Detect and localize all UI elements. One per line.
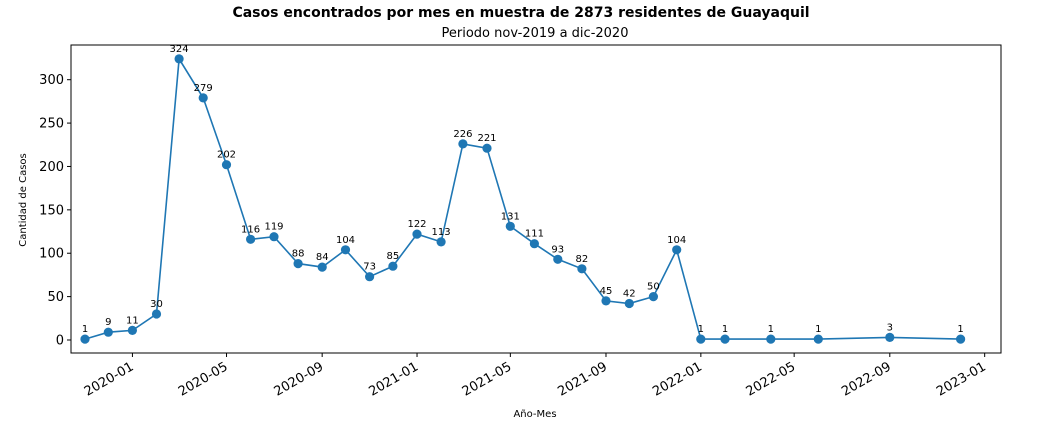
data-label: 30 [150, 299, 163, 310]
x-tick-label: 2022-01 [650, 359, 705, 399]
chart-subtitle: Periodo nov-2019 a dic-2020 [442, 26, 629, 41]
data-label: 122 [407, 219, 426, 230]
data-point [221, 160, 232, 170]
data-point [388, 261, 398, 271]
data-point [648, 292, 659, 302]
data-label: 116 [241, 224, 260, 235]
data-label: 93 [551, 244, 564, 255]
data-point [198, 93, 208, 103]
data-point [813, 334, 823, 344]
data-point [365, 272, 375, 282]
data-point [127, 325, 137, 335]
x-tick-label: 2021-09 [555, 359, 610, 399]
data-point [885, 332, 895, 342]
y-tick-label: 200 [39, 160, 64, 175]
data-label: 104 [667, 235, 686, 246]
x-tick-label: 2020-05 [176, 359, 231, 399]
data-point [696, 334, 706, 344]
data-label: 1 [957, 324, 963, 335]
data-label: 73 [363, 262, 376, 273]
data-point [174, 54, 184, 64]
data-point [505, 221, 515, 231]
data-label: 45 [600, 286, 613, 297]
data-point [317, 262, 327, 272]
data-point [482, 143, 492, 153]
data-point [293, 259, 303, 269]
data-point [624, 298, 634, 309]
data-point [529, 239, 540, 249]
data-label: 1 [768, 324, 774, 335]
data-label: 202 [217, 150, 236, 161]
x-tick-label: 2020-09 [272, 359, 327, 399]
data-label: 1 [82, 324, 88, 335]
x-tick-label: 2021-05 [460, 359, 515, 399]
data-point [672, 245, 682, 255]
data-point [340, 245, 351, 255]
data-point [412, 229, 422, 239]
data-label: 324 [170, 44, 189, 55]
data-point [80, 334, 90, 344]
y-tick-label: 50 [47, 290, 64, 305]
data-point [553, 254, 563, 264]
data-label: 119 [264, 222, 283, 233]
data-label: 113 [432, 227, 451, 238]
x-tick-label: 2020-01 [82, 359, 137, 399]
data-label: 279 [194, 83, 213, 94]
data-label: 85 [387, 251, 400, 262]
x-axis: 2020-01 2020-05 2020-09 2021-01 2021-05 2021-… [82, 353, 989, 400]
data-label: 50 [647, 282, 660, 293]
data-point [151, 309, 162, 319]
data-label: 221 [477, 133, 496, 144]
x-tick-label: 2022-05 [744, 359, 799, 399]
series-group [80, 54, 966, 344]
y-tick-label: 250 [39, 117, 64, 132]
y-axis-label: Cantidad de Casos [18, 153, 29, 246]
data-point [269, 232, 279, 242]
data-label: 9 [105, 317, 111, 328]
data-label: 1 [722, 324, 728, 335]
data-label: 84 [316, 252, 329, 263]
y-tick-label: 0 [56, 333, 64, 348]
data-label: 104 [336, 235, 355, 246]
data-point [458, 139, 468, 149]
x-tick-label: 2022-09 [839, 359, 894, 399]
y-tick-label: 300 [39, 73, 64, 88]
data-label: 226 [453, 129, 472, 140]
data-point [601, 296, 611, 306]
data-label: 131 [501, 211, 520, 222]
data-point [577, 264, 587, 274]
data-point [956, 334, 966, 344]
data-point [246, 234, 256, 244]
data-label: 11 [126, 315, 139, 326]
data-label: 88 [292, 249, 305, 260]
data-label: 82 [576, 254, 589, 265]
data-label: 42 [623, 289, 636, 300]
data-point [436, 237, 446, 247]
data-label: 1 [698, 324, 704, 335]
y-tick-label: 150 [39, 203, 64, 218]
data-point [766, 334, 776, 344]
data-label: 111 [525, 229, 544, 240]
data-point [720, 334, 730, 344]
chart-title: Casos encontrados por mes en muestra de … [232, 5, 809, 21]
series-line [84, 56, 961, 340]
data-label: 1 [815, 324, 821, 335]
y-axis: 0 50 100 150 200 250 300 [39, 73, 71, 348]
data-point [103, 327, 113, 337]
plot-area-frame [70, 44, 1002, 354]
x-axis-label: Año-Mes [513, 409, 556, 420]
y-tick-label: 100 [39, 247, 64, 262]
data-label: 3 [887, 322, 893, 333]
x-tick-label: 2021-01 [366, 359, 421, 399]
x-tick-label: 2023-01 [934, 359, 989, 399]
